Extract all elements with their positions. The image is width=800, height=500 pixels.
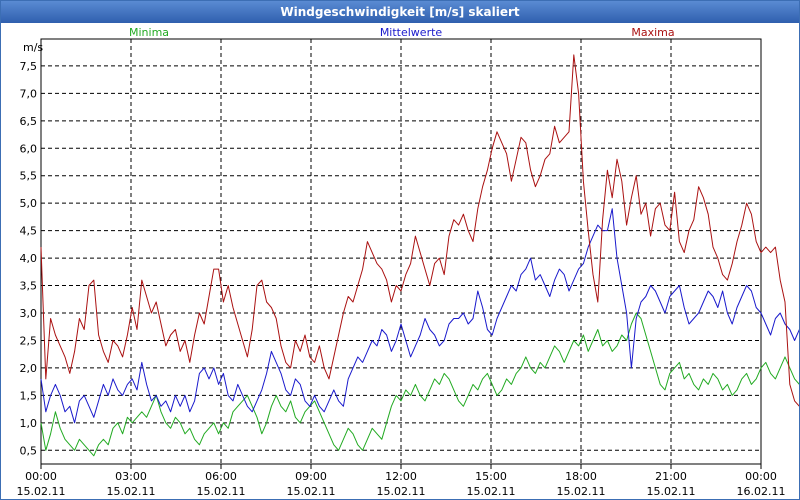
- x-tick-date: 15.02.11: [557, 485, 606, 498]
- series-line-maxima: [40, 54, 799, 407]
- x-tick-date: 15.02.11: [377, 485, 426, 498]
- x-tick-date: 16.02.11: [737, 485, 786, 498]
- chart-title: Windgeschwindigkeit [m/s] skaliert: [1, 1, 799, 23]
- x-tick-time: 00:00: [25, 470, 57, 483]
- x-tick-time: 12:00: [385, 470, 417, 483]
- x-tick-date: 15.02.11: [107, 485, 156, 498]
- y-tick-label: 1,0: [20, 417, 38, 430]
- x-tick-date: 15.02.11: [467, 485, 516, 498]
- y-tick-label: 5,0: [20, 197, 38, 210]
- x-tick-time: 03:00: [115, 470, 147, 483]
- x-tick-time: 06:00: [205, 470, 237, 483]
- legend-mittelwerte: Mittelwerte: [380, 26, 443, 39]
- y-tick-label: 4,5: [20, 225, 38, 238]
- y-tick-label: 0,5: [20, 444, 38, 457]
- x-tick-time: 00:00: [745, 470, 777, 483]
- y-tick-label: 5,5: [20, 170, 38, 183]
- x-tick-date: 15.02.11: [647, 485, 696, 498]
- y-tick-label: 7,0: [20, 87, 38, 100]
- y-tick-label: 6,5: [20, 115, 38, 128]
- x-tick-time: 15:00: [475, 470, 507, 483]
- y-tick-label: 2,5: [20, 334, 38, 347]
- x-tick-date: 15.02.11: [17, 485, 66, 498]
- y-tick-label: 7,5: [20, 60, 38, 73]
- series-line-mittelwerte: [40, 208, 799, 424]
- y-axis-label: m/s: [23, 41, 43, 54]
- y-tick-label: 1,5: [20, 389, 38, 402]
- y-tick-label: 3,0: [20, 307, 38, 320]
- y-tick-label: 2,0: [20, 362, 38, 375]
- legend-maxima: Maxima: [631, 26, 674, 39]
- x-tick-date: 15.02.11: [287, 485, 336, 498]
- x-tick-date: 15.02.11: [197, 485, 246, 498]
- x-tick-time: 09:00: [295, 470, 327, 483]
- y-tick-label: 6,0: [20, 142, 38, 155]
- y-tick-label: 3,5: [20, 280, 38, 293]
- y-tick-label: 4,0: [20, 252, 38, 265]
- series-line-minima: [40, 312, 799, 457]
- x-tick-time: 18:00: [565, 470, 597, 483]
- x-tick-time: 21:00: [655, 470, 687, 483]
- legend-minima: Minima: [129, 26, 169, 39]
